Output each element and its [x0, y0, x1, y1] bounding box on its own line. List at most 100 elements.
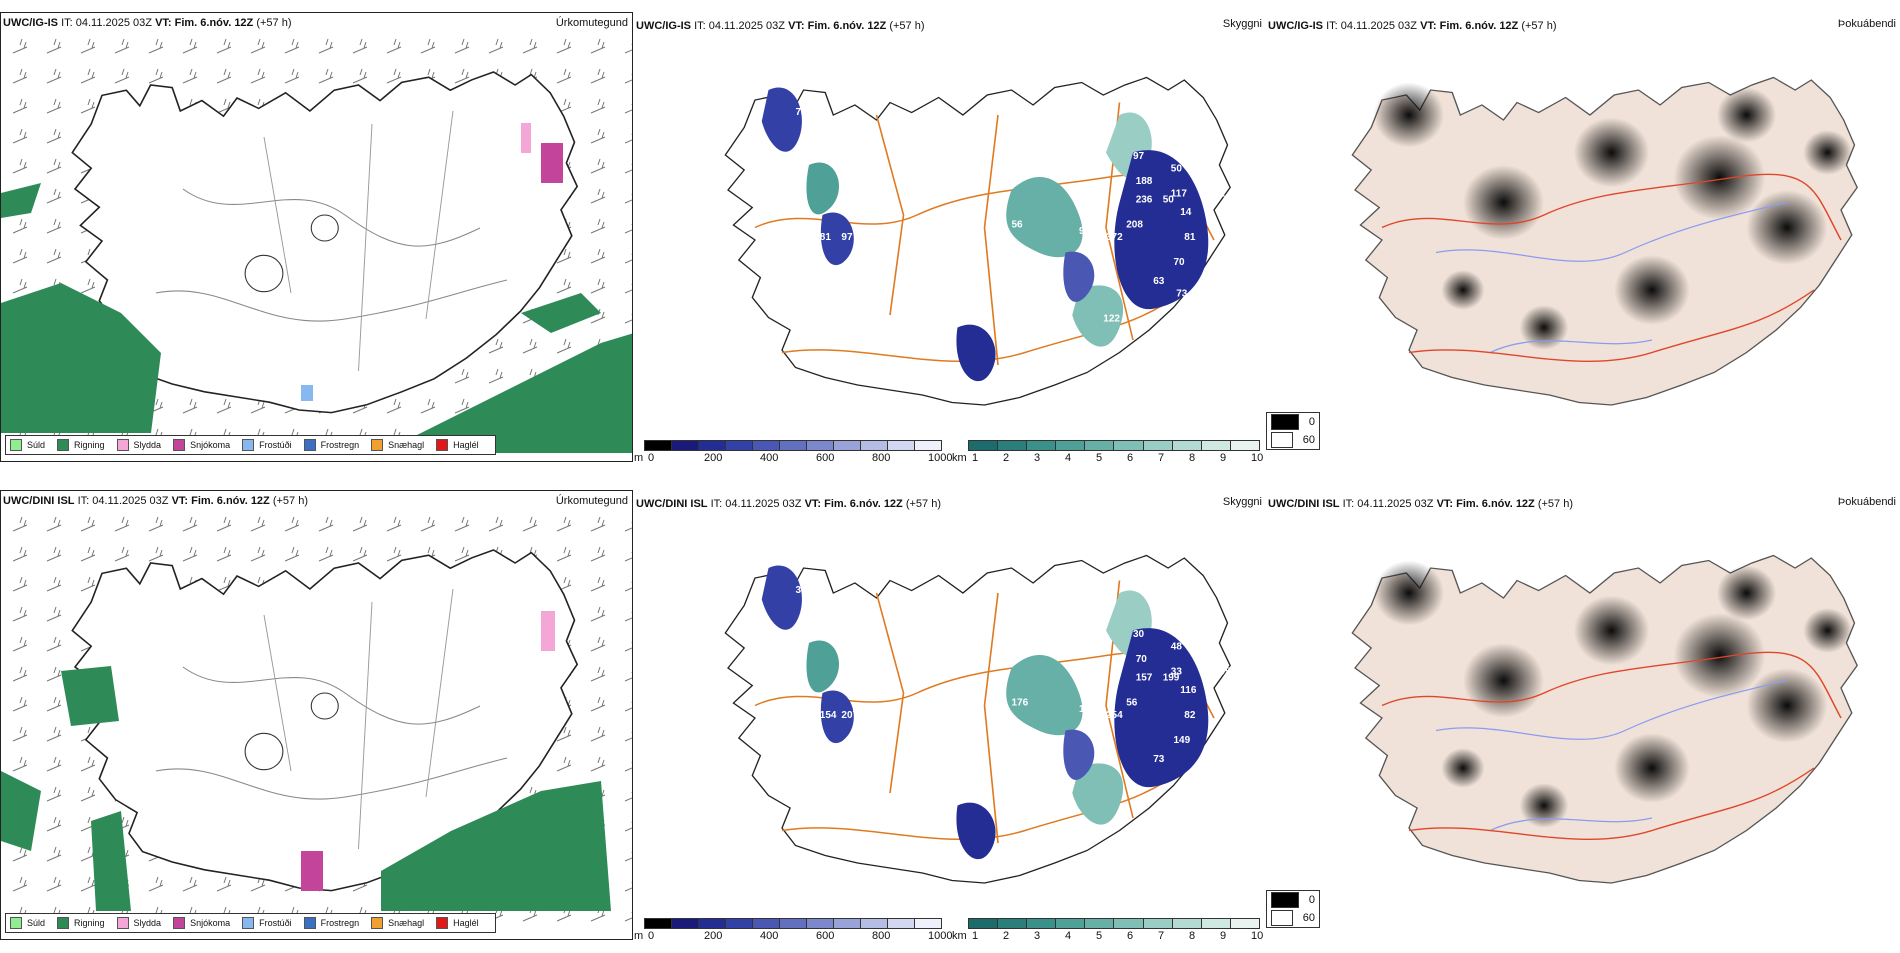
visibility-number: 189: [1167, 145, 1184, 156]
cloudbase-tick: 600: [816, 452, 835, 464]
visibility-number: 30: [1133, 629, 1145, 640]
init-time-label: IT:: [1326, 20, 1338, 32]
valid-time-label: VT:: [804, 498, 822, 510]
model-label: UWC/DINI ISL: [3, 495, 75, 507]
visibility-number: 24: [809, 623, 821, 634]
legend-label: Slydda: [133, 918, 162, 928]
precip-type-map-panel: UWC/DINI ISL IT: 04.11.2025 03Z VT: Fim.…: [0, 490, 633, 940]
legend-item: Rigning: [57, 439, 105, 451]
legend-label: Haglél: [453, 440, 479, 450]
legend-label: Snæhagl: [388, 440, 425, 450]
valid-time-value: Fim. 6.nóv. 12Z: [824, 498, 903, 510]
visibility-number: 56: [1012, 220, 1024, 231]
visibility-tick: 7: [1158, 452, 1165, 464]
visibility-tick: 5: [1096, 930, 1103, 942]
model-label: UWC/IG-IS: [1268, 20, 1323, 32]
valid-time-value: Fim. 6.nóv. 12Z: [1456, 498, 1535, 510]
fog-index-map: [1351, 76, 1858, 406]
visibility-number: 122: [1103, 313, 1120, 324]
fog-legend-item: 60: [1267, 909, 1319, 927]
legend-label: Snjókoma: [190, 440, 231, 450]
visibility-tick: 10: [1251, 930, 1264, 942]
visibility-number: 71: [1219, 210, 1231, 221]
legend-item: Frostregn: [303, 917, 360, 929]
visibility-tick: 1: [972, 452, 979, 464]
lead-time: (+57 h): [905, 498, 942, 510]
model-label: UWC/IG-IS: [3, 17, 58, 29]
legend-swatch: [10, 439, 22, 451]
visibility-number: 236: [1136, 195, 1153, 206]
panel-header: UWC/DINI ISL IT: 04.11.2025 03Z VT: Fim.…: [636, 498, 941, 510]
fog-index-legend: 0 60: [1266, 412, 1320, 450]
panel-header: UWC/IG-IS IT: 04.11.2025 03Z VT: Fim. 6.…: [3, 17, 292, 29]
legend-swatch: [242, 917, 255, 929]
visibility-number: 33: [1171, 666, 1183, 677]
legend-swatch: [371, 917, 384, 929]
legend-swatch: [57, 917, 70, 929]
cloudbase-tick: 400: [760, 930, 779, 942]
valid-time-label: VT:: [788, 20, 805, 32]
visibility-number: 117: [1171, 188, 1188, 199]
cloudbase-tick: 1000: [928, 930, 953, 942]
cloud-visibility-panel: UWC/DINI ISL IT: 04.11.2025 03Z VT: Fim.…: [634, 478, 1266, 953]
precip-type-map-panel: UWC/IG-IS IT: 04.11.2025 03Z VT: Fim. 6.…: [0, 12, 633, 462]
visibility-number: 107: [1079, 704, 1096, 715]
valid-time-value: Fim. 6.nóv. 12Z: [807, 20, 887, 32]
legend-swatch: [242, 439, 255, 451]
legend-label: Snæhagl: [388, 918, 425, 928]
visibility-number: 48: [1171, 641, 1183, 652]
legend-swatch: [116, 917, 129, 929]
visibility-tick: 4: [1065, 930, 1072, 942]
panel-header: UWC/DINI ISL IT: 04.11.2025 03Z VT: Fim.…: [1268, 498, 1573, 510]
visibility-number: 149: [1174, 735, 1191, 746]
lead-time: (+57 h): [272, 495, 309, 507]
legend-item: Haglél: [436, 439, 479, 451]
cloud-visibility-title: Skyggni: [1222, 18, 1262, 30]
visibility-number: 66: [860, 710, 872, 721]
visibility-number: 42: [809, 145, 821, 156]
visibility-colorbar: km 1 2 3 4 5 6 7 8 9 10: [952, 440, 1264, 470]
visibility-number: 78: [1025, 251, 1037, 262]
visibility-number: 157: [1136, 673, 1153, 684]
legend-swatch: [173, 917, 186, 929]
legend-item: Slydda: [116, 917, 162, 929]
cloudbase-colorbar: m 0 200 400 600 800 1000: [634, 440, 952, 470]
visibility-number: 207: [841, 710, 858, 721]
visibility-number: 78: [796, 107, 808, 118]
visibility-number: 154: [820, 710, 837, 721]
legend-item: Frostúði: [242, 439, 292, 451]
visibility-number: 105: [1214, 666, 1231, 677]
visibility-tick: 4: [1065, 452, 1072, 464]
cloudbase-unit: m: [634, 452, 644, 464]
visibility-number: 372: [1106, 232, 1123, 243]
fog-index-title: Þokuábendi: [1837, 18, 1896, 30]
legend-item: Súld: [10, 439, 45, 451]
init-time-value: 04.11.2025 03Z: [1357, 498, 1434, 510]
legend-item: Snjókoma: [173, 917, 230, 929]
visibility-tick: 6: [1127, 930, 1134, 942]
visibility-number: 69: [1167, 623, 1179, 634]
legend-label: Frostregn: [320, 918, 360, 928]
fog-legend-swatch: [1271, 414, 1299, 430]
legend-swatch: [116, 439, 129, 451]
valid-time-value: Fim. 6.nóv. 12Z: [1439, 20, 1519, 32]
cloudbase-tick: 200: [704, 452, 723, 464]
visibility-tick: 3: [1034, 452, 1041, 464]
legend-label: Frostregn: [320, 440, 360, 450]
legend-item: Frostregn: [303, 439, 360, 451]
visibility-number: 176: [1012, 698, 1029, 709]
fog-index-map: [1351, 554, 1858, 884]
fog-legend-label: 60: [1302, 912, 1315, 924]
visibility-tick: 1: [972, 930, 979, 942]
visibility-number: 48: [1066, 388, 1078, 399]
model-label: UWC/DINI ISL: [1268, 498, 1340, 510]
visibility-number: 114: [1059, 363, 1076, 374]
fog-legend-label: 0: [1308, 894, 1315, 906]
visibility-tick: 2: [1003, 930, 1010, 942]
model-label: UWC/DINI ISL: [636, 498, 708, 510]
fog-legend-item: 60: [1267, 431, 1319, 449]
cloudbase-tick: 1000: [928, 452, 953, 464]
lead-time: (+57 h): [1521, 20, 1557, 32]
